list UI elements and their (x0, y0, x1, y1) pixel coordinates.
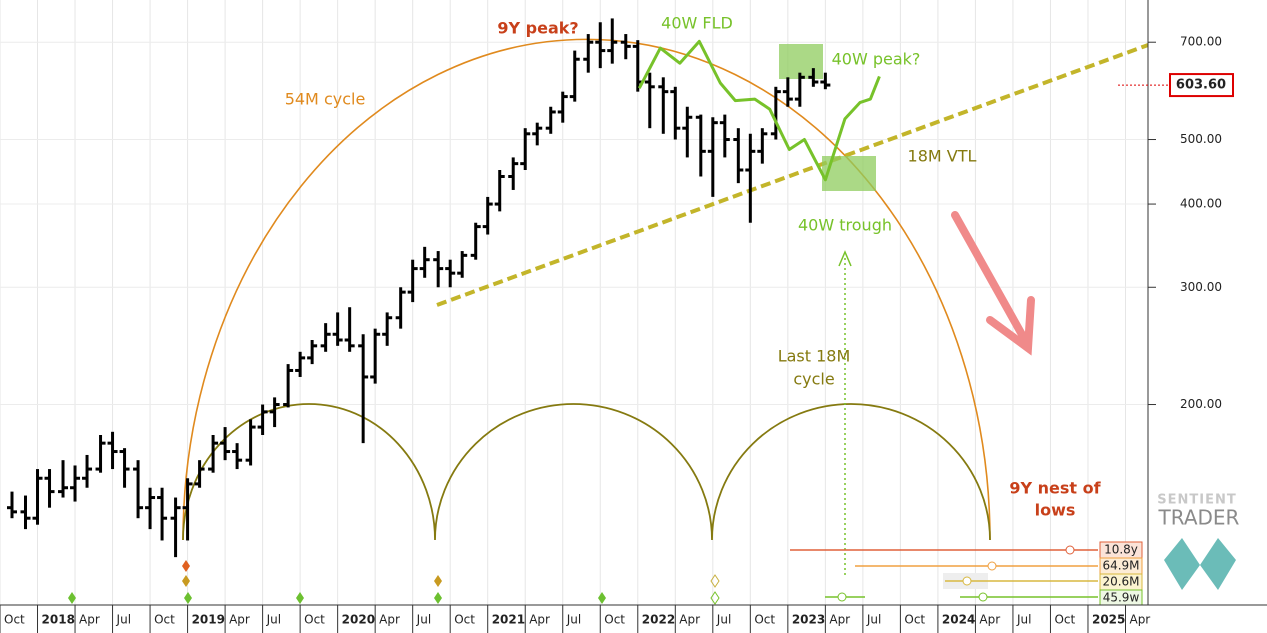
x-tick-label: 2019 (192, 613, 225, 627)
x-tick-label: 2021 (492, 613, 525, 627)
x-tick-label: 2023 (792, 613, 825, 627)
x-tick-label: Apr (679, 613, 700, 627)
x-tick-label: Apr (529, 613, 550, 627)
annotation: Last 18M (778, 347, 851, 366)
annotation: 9Y peak? (497, 19, 578, 38)
logo-text: SENTIENT (1157, 493, 1236, 508)
x-tick-label: Apr (229, 613, 250, 627)
x-tick-label: 2022 (642, 613, 675, 627)
right-axis-bg (1148, 0, 1267, 605)
y-tick-label: 400.00 (1180, 197, 1222, 211)
x-tick-label: Oct (754, 613, 775, 627)
cycle-length: 64.9M (1102, 559, 1139, 573)
annotation: 9Y nest of (1009, 479, 1101, 498)
x-tick-label: Oct (154, 613, 175, 627)
annotation: 54M cycle (285, 90, 366, 109)
vtl-trendline (436, 43, 1149, 307)
annotation: 40W peak? (832, 50, 921, 69)
x-tick-label: Oct (904, 613, 925, 627)
x-tick-label: Jul (566, 613, 581, 627)
x-tick-label: 2020 (342, 613, 375, 627)
x-tick-label: Oct (4, 613, 25, 627)
x-tick-label: Apr (979, 613, 1000, 627)
x-tick-label: Jul (866, 613, 881, 627)
cycle-length: 20.6M (1102, 575, 1139, 589)
x-tick-label: Jul (416, 613, 431, 627)
cycle-length: 10.8y (1104, 543, 1138, 557)
cycle-strip (68, 541, 1143, 606)
y-tick-label: 500.00 (1180, 132, 1222, 146)
cycle-length: 45.9w (1103, 591, 1140, 605)
x-tick-label: Jul (1016, 613, 1031, 627)
last-price-box (1169, 73, 1234, 98)
x-tick-label: 2018 (42, 613, 75, 627)
cycle-18m-arcs (182, 403, 991, 541)
y-tick-label: 300.00 (1180, 280, 1222, 294)
y-tick-label: 700.00 (1180, 35, 1222, 49)
x-tick-label: 2024 (942, 613, 975, 627)
x-tick-label: Apr (79, 613, 100, 627)
logo-text: TRADER (1158, 506, 1240, 530)
x-tick-label: Oct (1054, 613, 1075, 627)
x-tick-label: Oct (604, 613, 625, 627)
last-price-label: 603.60 (1176, 78, 1226, 93)
x-tick-label: Apr (829, 613, 850, 627)
annotation: 18M VTL (908, 147, 977, 166)
axes: Oct 2018 Apr Jul Oct 2019 Apr Jul Oct 2020 Apr Jul O… (0, 35, 1234, 633)
annotation: cycle (793, 370, 834, 389)
x-tick-label: 2025 (1092, 613, 1125, 627)
down-arrow (951, 211, 1035, 356)
cycle-54m-arc (182, 38, 991, 541)
x-tick-label: Jul (266, 613, 281, 627)
x-tick-label: Oct (304, 613, 325, 627)
logo-mark (1164, 538, 1236, 590)
x-tick-label: Apr (1129, 613, 1150, 627)
grid (0, 0, 1148, 605)
annotation: lows (1035, 501, 1076, 520)
fld-line (637, 39, 881, 182)
annotation: 40W FLD (661, 14, 733, 33)
annotation: 40W trough (798, 216, 892, 235)
y-tick-label: 200.00 (1180, 397, 1222, 411)
x-tick-label: Jul (116, 613, 131, 627)
arrow-head (838, 250, 852, 267)
x-tick-label: Oct (454, 613, 475, 627)
price-bars (7, 18, 881, 558)
x-tick-label: Jul (716, 613, 731, 627)
x-tick-label: Apr (379, 613, 400, 627)
